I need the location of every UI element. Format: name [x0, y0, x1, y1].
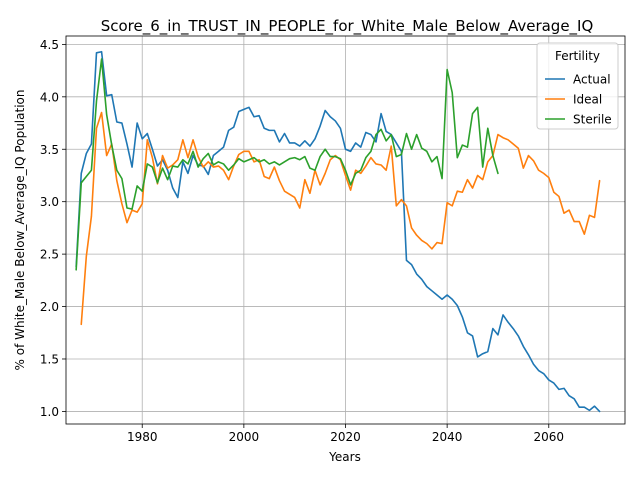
y-axis-ticks: 1.0 1.5 2.0 2.5 3.0 3.5 4.0 4.5: [40, 38, 66, 419]
legend-title: Fertility: [555, 49, 600, 63]
series-line-sterile: [75, 58, 499, 271]
x-tick-label: 1980: [127, 430, 158, 444]
chart-title: Score_6_in_TRUST_IN_PEOPLE_for_White_Mal…: [101, 17, 594, 36]
series-layer: [75, 50, 601, 413]
legend-label-actual: Actual: [573, 73, 611, 87]
legend-box: [536, 42, 619, 130]
x-axis-label: Years: [328, 450, 361, 464]
y-tick-label: 3.5: [40, 143, 59, 157]
legend-label-sterile: Sterile: [573, 113, 612, 127]
x-tick-label: 2060: [533, 430, 564, 444]
x-axis-ticks: 1980 2000 2020 2040 2060: [127, 424, 564, 444]
x-tick-label: 2000: [229, 430, 260, 444]
y-tick-label: 4.0: [40, 90, 59, 104]
x-tick-label: 2040: [432, 430, 463, 444]
y-axis-label: % of White_Male Below_Average_IQ Populat…: [13, 90, 27, 371]
y-tick-label: 2.5: [40, 248, 59, 262]
legend-label-ideal: Ideal: [573, 93, 602, 107]
y-tick-label: 3.0: [40, 195, 59, 209]
legend: Fertility Actual Ideal Sterile: [536, 42, 619, 130]
y-tick-label: 1.5: [40, 352, 59, 366]
series-line-actual: [75, 50, 601, 413]
grid: [66, 36, 625, 424]
y-tick-label: 4.5: [40, 38, 59, 52]
y-tick-label: 2.0: [40, 300, 59, 314]
x-tick-label: 2020: [330, 430, 361, 444]
series-line-ideal: [80, 111, 601, 326]
y-tick-label: 1.0: [40, 405, 59, 419]
